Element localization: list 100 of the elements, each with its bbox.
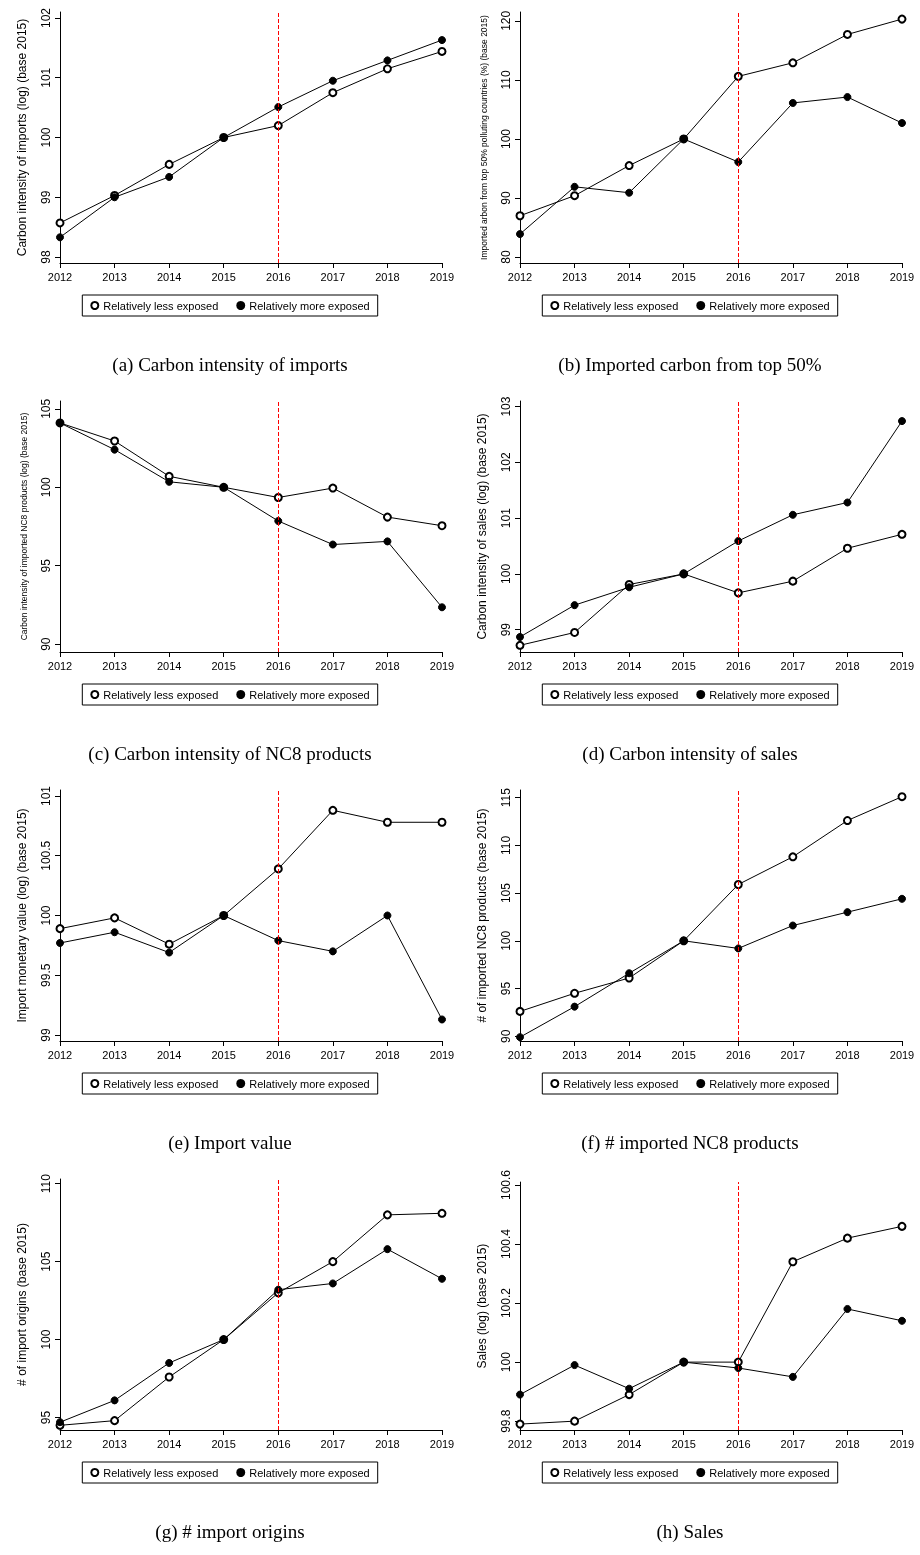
y-tick-label: 90 <box>39 637 53 651</box>
x-tick-label: 2014 <box>156 1048 182 1061</box>
y-tick-label: 80 <box>499 250 513 264</box>
y-tick-label: 95 <box>39 558 53 573</box>
x-tick-label: 2019 <box>429 1437 455 1450</box>
x-tick-label: 2012 <box>507 1437 533 1450</box>
x-tick-label: 2018 <box>375 1048 400 1061</box>
x-tick-label: 2015 <box>671 1048 696 1061</box>
y-tick-label: 115 <box>499 787 513 808</box>
x-tick-label: 2016 <box>726 270 751 283</box>
y-tick-label: 100 <box>499 563 513 584</box>
x-tick-label: 2013 <box>102 1437 127 1450</box>
text: (f) # imported NC8 products <box>581 1132 799 1154</box>
text: (d) Carbon intensity of sales <box>582 743 798 765</box>
y-tick-label: 100.6 <box>499 1169 513 1201</box>
y-axis-title: Imported arbon from top 50% polluting countries (%) (base 2015) <box>478 14 489 260</box>
text: (b) Imported carbon from top 50% <box>558 354 822 376</box>
y-tick-label: 95 <box>499 981 513 996</box>
x-tick-label: 2015 <box>211 270 236 283</box>
y-tick-label: 101 <box>499 507 513 529</box>
x-tick-label: 2016 <box>266 270 291 283</box>
x-tick-label: 2013 <box>562 659 587 672</box>
x-tick-label: 2016 <box>726 659 751 672</box>
x-tick-label: 2019 <box>429 270 455 283</box>
y-tick-label: 105 <box>39 398 53 419</box>
y-tick-label: 100 <box>39 1329 53 1350</box>
x-tick-label: 2018 <box>835 1437 860 1450</box>
legend-label: Relatively less exposed <box>563 1466 679 1479</box>
x-tick-label: 2017 <box>780 270 806 283</box>
x-tick-label: 2014 <box>156 659 182 672</box>
y-axis-title: Carbon intensity of imported NC8 products (log) (base 2015) <box>18 412 29 641</box>
legend-label: Relatively less exposed <box>103 299 219 312</box>
y-tick-label: 99 <box>499 622 513 637</box>
text: (c) Carbon intensity of NC8 products <box>88 743 372 765</box>
text: (h) Sales <box>656 1521 724 1543</box>
legend-label: Relatively less exposed <box>563 688 679 701</box>
y-tick-label: 99.5 <box>39 963 53 987</box>
x-tick-label: 2013 <box>102 1048 127 1061</box>
y-tick-label: 100.2 <box>499 1287 513 1319</box>
x-tick-label: 2016 <box>726 1437 751 1450</box>
x-tick-label: 2013 <box>562 1437 587 1450</box>
x-tick-label: 2019 <box>889 1048 915 1061</box>
x-tick-label: 2015 <box>671 659 696 672</box>
x-tick-label: 2017 <box>320 659 346 672</box>
x-tick-label: 2013 <box>102 270 127 283</box>
x-tick-label: 2012 <box>507 1048 533 1061</box>
y-tick-label: 99 <box>39 1028 53 1042</box>
x-tick-label: 2014 <box>616 659 642 672</box>
x-tick-label: 2015 <box>671 1437 696 1450</box>
x-tick-label: 2014 <box>156 270 182 283</box>
y-tick-label: 100.5 <box>39 840 53 871</box>
y-tick-label: 101 <box>39 785 53 806</box>
y-tick-label: 100 <box>39 905 53 926</box>
x-tick-label: 2019 <box>429 1048 455 1061</box>
legend-label: Relatively more exposed <box>709 1466 830 1479</box>
y-axis-title: Import monetary value (log) (base 2015) <box>15 808 29 1023</box>
y-tick-label: 100 <box>39 127 53 148</box>
legend-label: Relatively more exposed <box>249 1077 370 1090</box>
x-tick-label: 2016 <box>266 1048 291 1061</box>
x-tick-label: 2015 <box>211 659 236 672</box>
legend-label: Relatively less exposed <box>563 299 679 312</box>
x-tick-label: 2018 <box>375 270 400 283</box>
y-tick-label: 99.8 <box>499 1409 513 1433</box>
legend-label: Relatively more exposed <box>709 1077 830 1090</box>
x-tick-label: 2019 <box>889 1437 915 1450</box>
x-tick-label: 2014 <box>156 1437 182 1450</box>
y-axis-title: Carbon intensity of imports (log) (base 2015) <box>15 18 29 257</box>
y-tick-label: 98 <box>39 250 53 264</box>
y-tick-label: 103 <box>499 396 513 417</box>
x-tick-label: 2019 <box>889 659 915 672</box>
y-tick-label: 90 <box>499 1029 513 1043</box>
x-tick-label: 2018 <box>835 659 860 672</box>
text: (e) Import value <box>168 1132 292 1154</box>
y-tick-label: 100 <box>499 128 513 149</box>
x-tick-label: 2018 <box>375 1437 400 1450</box>
y-axis-title: # of imported NC8 products (base 2015) <box>475 808 489 1023</box>
y-tick-label: 100 <box>39 476 53 498</box>
x-tick-label: 2012 <box>47 1048 73 1061</box>
y-axis-title: Sales (log) (base 2015) <box>475 1243 489 1369</box>
y-axis-title: Carbon intensity of sales (log) (base 2015) <box>475 413 489 640</box>
x-tick-label: 2012 <box>507 659 533 672</box>
x-tick-label: 2015 <box>211 1437 236 1450</box>
text: (a) Carbon intensity of imports <box>112 354 348 376</box>
x-tick-label: 2016 <box>266 1437 291 1450</box>
x-tick-label: 2017 <box>780 1437 806 1450</box>
y-tick-label: 100 <box>499 930 513 951</box>
x-tick-label: 2015 <box>211 1048 236 1061</box>
y-tick-label: 102 <box>499 452 513 473</box>
x-tick-label: 2013 <box>562 1048 587 1061</box>
x-tick-label: 2017 <box>320 1437 346 1450</box>
legend-label: Relatively more exposed <box>249 1466 370 1479</box>
x-tick-label: 2014 <box>616 1048 642 1061</box>
x-tick-label: 2016 <box>726 1048 751 1061</box>
y-tick-label: 110 <box>39 1173 53 1194</box>
x-tick-label: 2019 <box>429 659 455 672</box>
legend-label: Relatively more exposed <box>249 299 370 312</box>
legend-label: Relatively more exposed <box>249 688 370 701</box>
y-tick-label: 99 <box>39 190 53 204</box>
y-tick-label: 100.4 <box>499 1228 513 1260</box>
x-tick-label: 2017 <box>780 1048 806 1061</box>
